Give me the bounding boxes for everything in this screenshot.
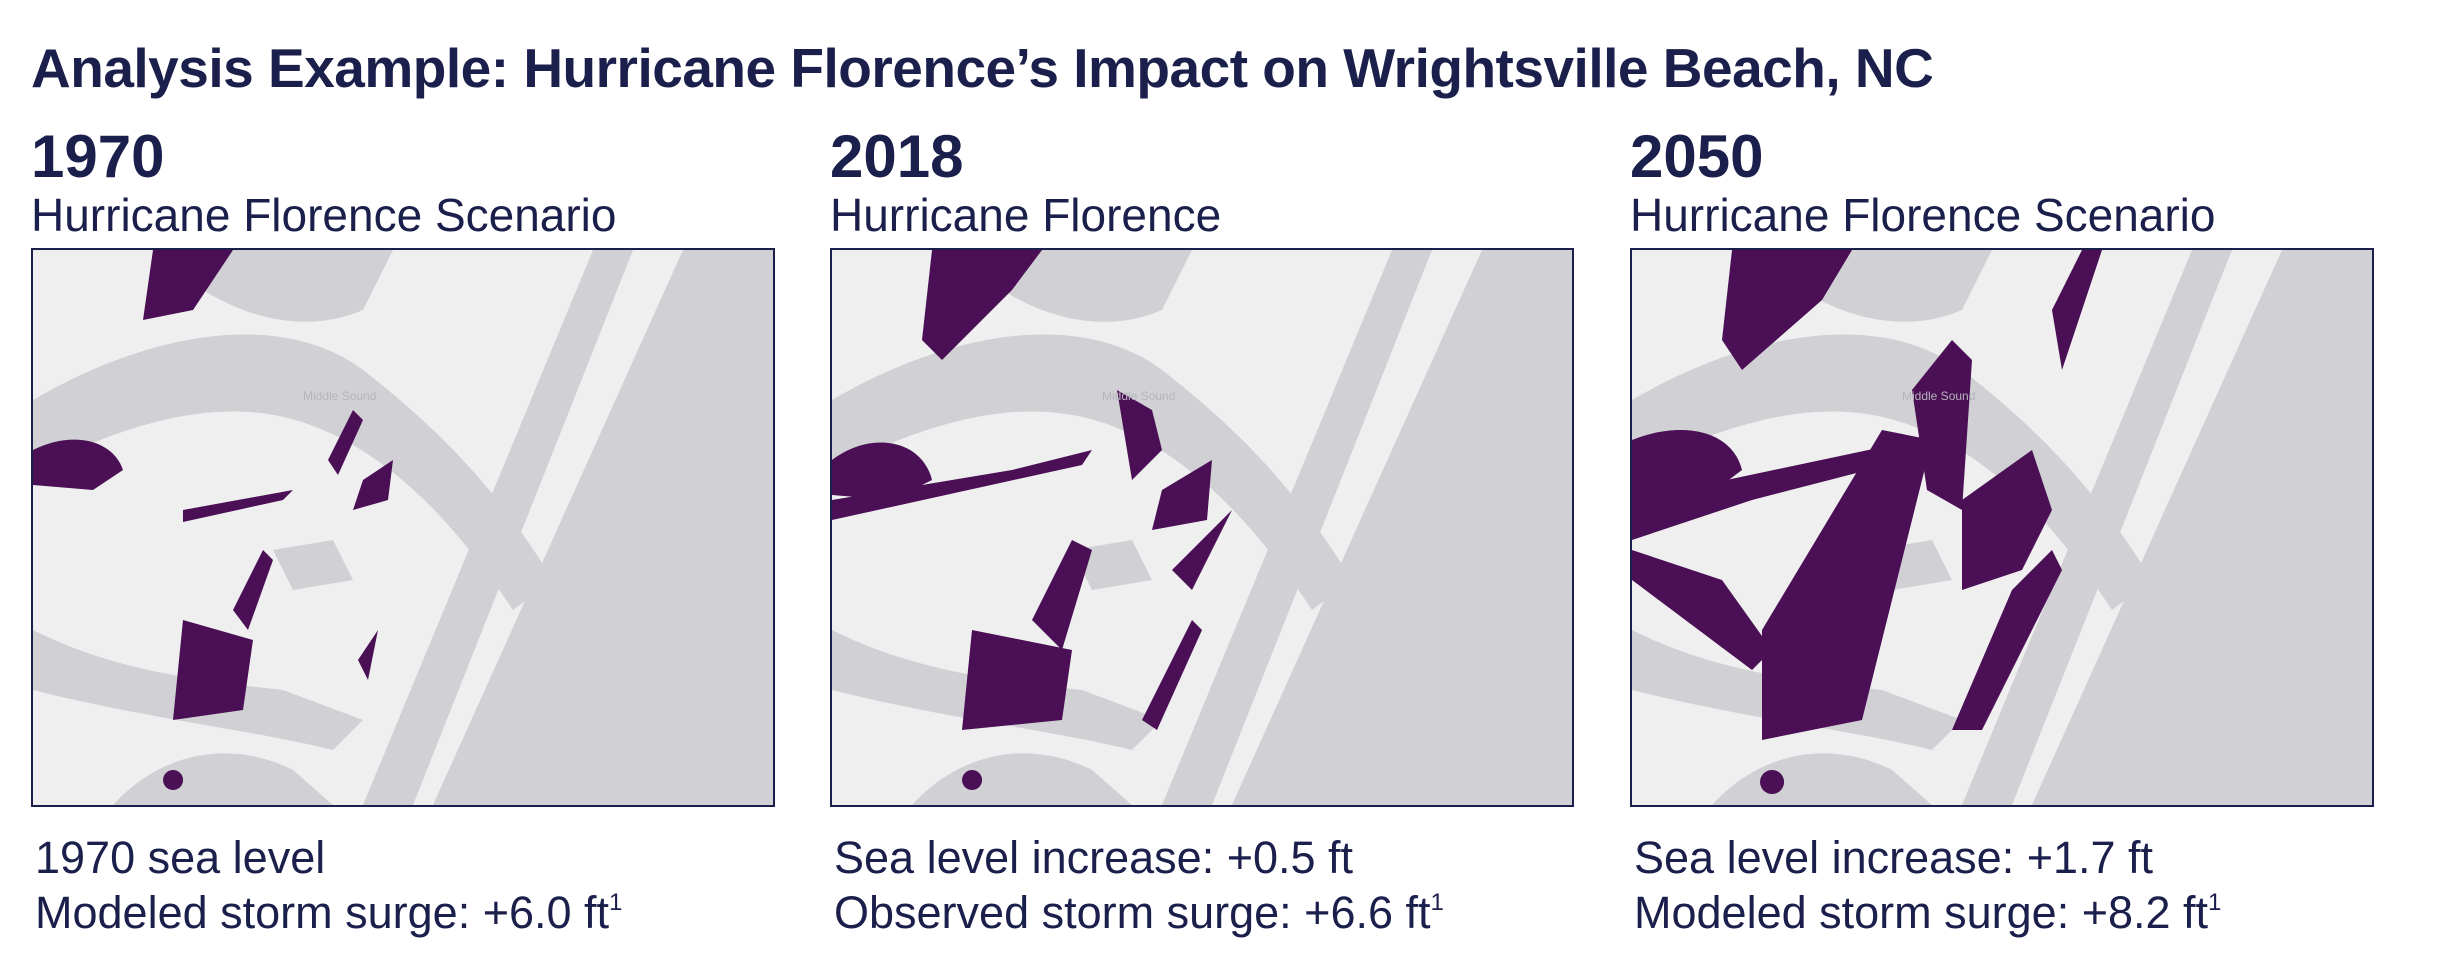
storm-surge-text: Observed storm surge: +6.6 ft1: [834, 887, 1444, 939]
flooded-area: [962, 630, 1072, 730]
flooded-area: [183, 490, 293, 522]
flooded-area: [358, 630, 378, 680]
panel-subtitle: Hurricane Florence Scenario: [31, 189, 617, 241]
south-water: [912, 753, 1132, 805]
south-water: [113, 753, 333, 805]
flood-map-svg: Middle Sound: [1632, 250, 2372, 805]
map-label-middle-sound: Middle Sound: [1102, 389, 1175, 403]
flooded-area: [2052, 250, 2102, 370]
flooded-area: [832, 442, 932, 500]
flooded-area: [143, 250, 233, 320]
flooded-area: [1952, 550, 2062, 730]
flooded-area: [1912, 340, 1972, 510]
middle-sound: [33, 334, 553, 610]
sea-level-text: 1970 sea level: [35, 832, 326, 883]
flooded-area: [1632, 550, 1772, 670]
flooded-area: [922, 250, 1042, 360]
flooded-area: [353, 460, 393, 510]
storm-surge-value: Modeled storm surge: +8.2 ft: [1634, 887, 2209, 938]
flooded-area: [1632, 445, 1907, 540]
flood-map-svg: Middle Sound: [33, 250, 773, 805]
flooded-area: [1117, 390, 1162, 480]
flooded-area: [1722, 250, 1852, 370]
flood-map-svg: Middle Sound: [832, 250, 1572, 805]
panel-year: 2050: [1630, 123, 1764, 190]
sea-level-text: Sea level increase: +1.7 ft: [1634, 832, 2154, 883]
flooded-area: [1632, 430, 1742, 500]
storm-surge-value: Modeled storm surge: +6.0 ft: [35, 887, 610, 938]
middle-sound: [1632, 334, 2152, 610]
page-title: Analysis Example: Hurricane Florence’s I…: [31, 37, 1934, 99]
panel-2050: 2050 Hurricane Florence Scenario Middle …: [1630, 0, 2374, 966]
flood-map: Middle Sound: [830, 248, 1574, 807]
panel-year: 2018: [830, 123, 964, 190]
inlet-water: [273, 540, 353, 590]
sea-level-text: Sea level increase: +0.5 ft: [834, 832, 1354, 883]
panel-subtitle: Hurricane Florence Scenario: [1630, 189, 2216, 241]
panel-subtitle: Hurricane Florence: [830, 189, 1222, 241]
footnote-marker: 1: [2208, 889, 2222, 916]
flooded-area: [163, 770, 184, 790]
flooded-area: [328, 410, 363, 475]
storm-surge-text: Modeled storm surge: +8.2 ft1: [1634, 887, 2221, 939]
ocean: [2032, 250, 2372, 805]
ocean: [433, 250, 773, 805]
flooded-area: [233, 550, 273, 630]
flooded-area: [1760, 770, 1785, 794]
map-label-middle-sound: Middle Sound: [303, 389, 376, 403]
panel-year: 1970: [31, 123, 165, 190]
panel-2018: 2018 Hurricane Florence Middle Sound Sea…: [830, 0, 1574, 966]
flooded-area: [1032, 540, 1092, 650]
flooded-area: [33, 439, 123, 490]
flooded-area: [1142, 620, 1202, 730]
flooded-area: [962, 770, 983, 790]
footnote-marker: 1: [1430, 889, 1444, 916]
storm-surge-value: Observed storm surge: +6.6 ft: [834, 887, 1431, 938]
flooded-area: [1172, 510, 1232, 590]
inlet-water: [1072, 540, 1152, 590]
flooded-area: [1152, 460, 1212, 530]
flood-map: Middle Sound: [31, 248, 775, 807]
flooded-area: [173, 620, 253, 720]
ocean: [1232, 250, 1572, 805]
flood-map: Middle Sound: [1630, 248, 2374, 807]
middle-sound: [832, 334, 1352, 610]
flooded-area: [1962, 450, 2052, 590]
flooded-area: [832, 450, 1092, 520]
footnote-marker: 1: [609, 889, 623, 916]
flooded-area: [1762, 430, 1932, 740]
panel-1970: 1970 Hurricane Florence Scenario Middle …: [31, 0, 775, 966]
map-label-middle-sound: Middle Sound: [1902, 389, 1975, 403]
storm-surge-text: Modeled storm surge: +6.0 ft1: [35, 887, 622, 939]
